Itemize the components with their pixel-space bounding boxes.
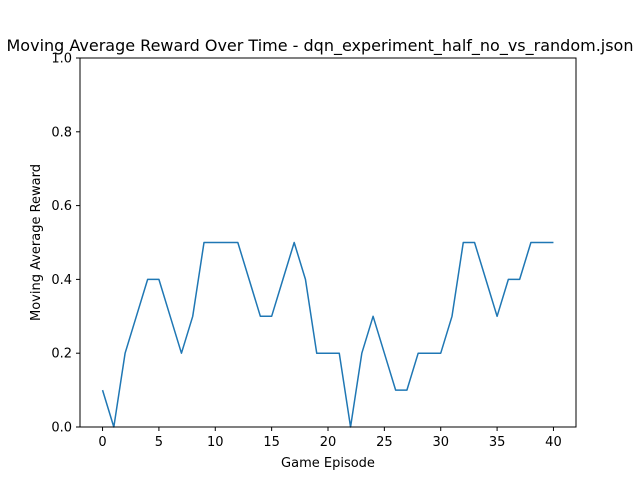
x-axis: 0 5 10 15 20 25 30 35 40 [98,427,562,450]
x-tick-label: 25 [376,435,393,450]
x-tick-label: 40 [545,435,562,450]
x-tick-label: 5 [155,435,163,450]
y-axis-title: Moving Average Reward [29,164,44,321]
y-tick-label: 1.0 [51,52,72,67]
plot-area [101,241,554,428]
y-tick-label: 0.6 [51,199,72,214]
series-line-0 [101,241,554,428]
x-tick-label: 35 [489,435,506,450]
x-tick-label: 20 [320,435,337,450]
x-tick-label: 30 [432,435,449,450]
x-axis-title: Game Episode [281,456,375,471]
x-tick-label: 15 [263,435,280,450]
x-tick-label: 0 [98,435,106,450]
y-tick-label: 0.0 [51,421,72,436]
y-tick-label: 0.2 [51,347,72,362]
y-axis: 0.0 0.2 0.4 0.6 0.8 1.0 [51,52,80,436]
y-tick-label: 0.4 [51,273,72,288]
x-tick-label: 10 [207,435,224,450]
plot-frame [79,57,577,428]
chart-title: Moving Average Reward Over Time - dqn_ex… [7,36,634,56]
y-tick-label: 0.8 [51,125,72,140]
